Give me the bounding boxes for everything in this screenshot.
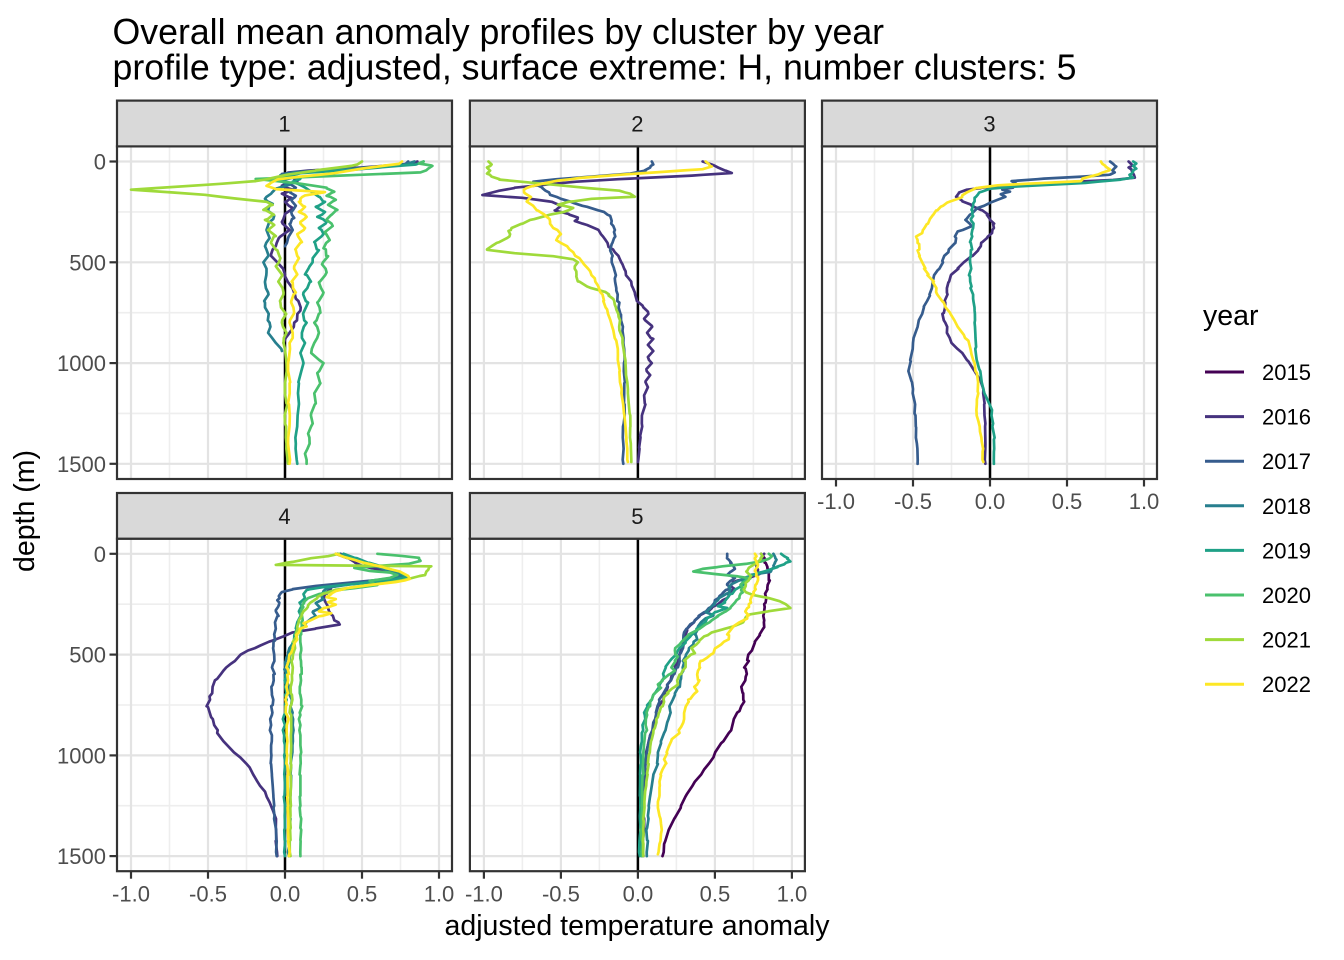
svg-text:1.0: 1.0 [1129,489,1160,514]
svg-text:0.5: 0.5 [1052,489,1083,514]
svg-text:-0.5: -0.5 [894,489,932,514]
svg-text:0: 0 [94,150,106,175]
svg-text:2019: 2019 [1262,538,1311,563]
svg-text:2021: 2021 [1262,628,1311,653]
svg-text:-1.0: -1.0 [817,489,855,514]
svg-text:2018: 2018 [1262,494,1311,519]
svg-text:profile type: adjusted, surfac: profile type: adjusted, surface extreme:… [113,48,1077,88]
svg-text:2016: 2016 [1262,405,1311,430]
svg-text:0: 0 [94,542,106,567]
svg-text:1500: 1500 [57,844,106,869]
svg-text:Overall mean anomaly profiles: Overall mean anomaly profiles by cluster… [113,12,885,52]
svg-text:2: 2 [631,112,643,137]
svg-text:0.5: 0.5 [700,882,731,907]
svg-text:5: 5 [631,504,643,529]
svg-text:-1.0: -1.0 [112,882,150,907]
svg-text:4: 4 [278,504,290,529]
svg-text:1500: 1500 [57,452,106,477]
svg-text:0.0: 0.0 [270,882,301,907]
svg-text:0.0: 0.0 [623,882,654,907]
svg-text:1.0: 1.0 [424,882,455,907]
svg-text:2020: 2020 [1262,583,1311,608]
svg-text:500: 500 [69,250,106,275]
svg-text:0.5: 0.5 [347,882,378,907]
svg-text:adjusted temperature anomaly: adjusted temperature anomaly [445,910,831,942]
svg-text:1: 1 [278,112,290,137]
svg-text:0.0: 0.0 [975,489,1006,514]
svg-text:1000: 1000 [57,351,106,376]
svg-text:-1.0: -1.0 [465,882,503,907]
svg-text:3: 3 [983,112,995,137]
svg-text:2022: 2022 [1262,672,1311,697]
svg-text:2017: 2017 [1262,449,1311,474]
svg-text:1.0: 1.0 [777,882,808,907]
svg-text:1000: 1000 [57,743,106,768]
svg-text:depth (m): depth (m) [9,450,41,572]
svg-text:-0.5: -0.5 [542,882,580,907]
svg-text:year: year [1203,300,1259,332]
svg-text:500: 500 [69,643,106,668]
svg-text:-0.5: -0.5 [189,882,227,907]
svg-text:2015: 2015 [1262,360,1311,385]
